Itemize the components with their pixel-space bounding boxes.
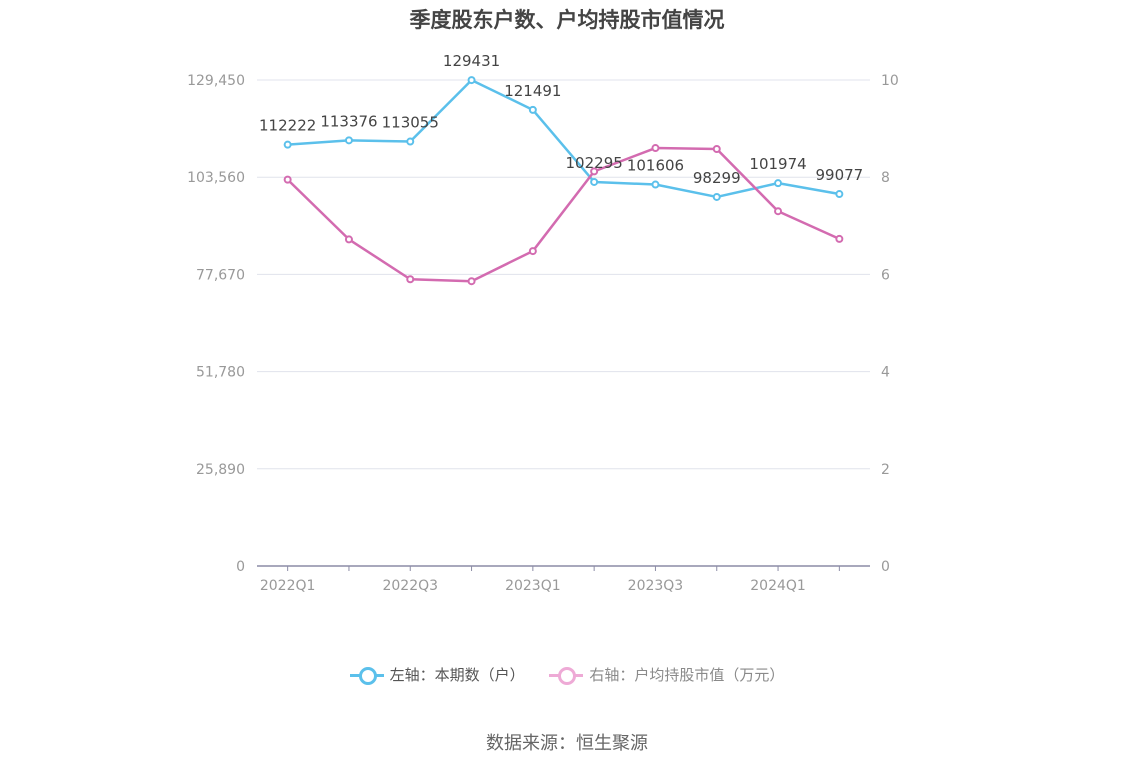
data-point-0 (283, 140, 292, 149)
legend-item-households[interactable]: 左轴：本期数（户） (349, 664, 525, 685)
data-point-0 (406, 137, 415, 146)
left-axis-tick-label: 51,780 (196, 365, 245, 381)
data-point-1 (528, 247, 537, 256)
data-point-1 (835, 234, 844, 243)
data-point-1 (712, 145, 721, 154)
data-label: 129431 (443, 52, 500, 70)
data-label: 102295 (566, 154, 623, 172)
data-point-1 (651, 144, 660, 153)
data-source: 数据来源：恒生聚源 (486, 733, 648, 754)
legend: 左轴：本期数（户） 右轴：户均持股市值（万元） (0, 664, 1134, 688)
x-axis-tick-label: 2022Q1 (260, 578, 316, 594)
data-point-0 (467, 76, 476, 85)
data-point-1 (344, 235, 353, 244)
x-axis-tick-label: 2024Q1 (750, 578, 806, 594)
x-axis-tick-label: 2023Q3 (628, 578, 684, 594)
data-label: 121491 (504, 82, 561, 100)
left-axis-tick-label: 25,890 (196, 462, 245, 478)
data-label: 99077 (815, 166, 863, 184)
right-axis-tick-label: 8 (881, 170, 890, 186)
data-point-1 (467, 277, 476, 286)
data-point-0 (528, 105, 537, 114)
data-point-1 (590, 167, 599, 176)
legend-swatch-households (349, 666, 384, 685)
legend-label-market-value: 右轴：户均持股市值（万元） (589, 666, 785, 684)
series-line-1 (286, 146, 840, 283)
data-point-0 (344, 136, 353, 145)
chart-title: 季度股东户数、户均持股市值情况 (409, 8, 725, 32)
right-axis-tick-label: 6 (881, 267, 890, 283)
series-line-0 (287, 78, 840, 199)
data-point-1 (283, 175, 292, 184)
right-axis-tick-label: 4 (881, 365, 890, 381)
data-label: 101974 (749, 155, 806, 173)
left-axis-tick-label: 0 (236, 559, 245, 575)
data-point-0 (590, 177, 599, 186)
left-axis-tick-label: 77,670 (196, 267, 245, 283)
data-label: 98299 (693, 169, 741, 187)
data-label: 112222 (259, 117, 316, 135)
data-label: 113055 (382, 114, 439, 132)
data-point-0 (651, 180, 660, 189)
x-axis-tick-label: 2022Q3 (382, 578, 438, 594)
left-axis-tick-label: 129,450 (187, 73, 245, 89)
right-axis-tick-label: 10 (881, 73, 899, 89)
data-point-1 (406, 275, 415, 284)
right-axis-tick-label: 2 (881, 462, 890, 478)
data-label: 113376 (320, 112, 377, 130)
x-axis-tick-label: 2023Q1 (505, 578, 561, 594)
legend-item-market-value[interactable]: 右轴：户均持股市值（万元） (549, 664, 784, 685)
right-axis-tick-label: 0 (881, 559, 890, 575)
data-point-0 (712, 192, 721, 201)
legend-swatch-market-value (549, 666, 584, 685)
data-point-0 (774, 179, 783, 188)
legend-label-households: 左轴：本期数（户） (389, 666, 525, 684)
data-point-0 (835, 190, 844, 199)
data-point-1 (774, 207, 783, 216)
data-label: 101606 (627, 157, 684, 175)
left-axis-tick-label: 103,560 (187, 170, 245, 186)
